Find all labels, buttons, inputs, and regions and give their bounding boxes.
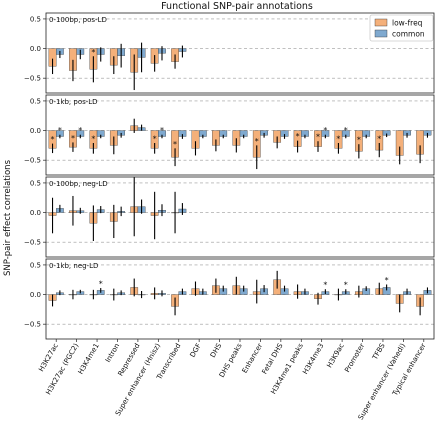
panel-2: ***** *** ** ***** *−0.50.00.5 0-1kb, pos-LD [24, 94, 435, 176]
y-tick-label: −0.5 [24, 239, 41, 247]
x-tick-label: H3K27ac [37, 342, 60, 373]
legend-swatch-low-freq [374, 18, 388, 27]
panels: *−0.50.00.5 0-100bp, pos-LD***** *** ** ****… [24, 12, 435, 340]
y-tick-label: 0.5 [30, 261, 41, 269]
x-tick-label: DHS [209, 342, 224, 360]
significance-star: * [255, 137, 259, 146]
y-tick-label: −0.5 [24, 157, 41, 165]
y-tick-label: 0.0 [30, 45, 41, 53]
panel-label: 0-1kb, pos-LD [49, 98, 98, 106]
x-tick-label: H3K9ac [325, 342, 345, 369]
x-tick-label: H3K4me3 [301, 342, 325, 376]
panel-1: * −0.5 0.0 0.5 0-100bp, pos-LD [24, 12, 435, 94]
significance-star: * [296, 132, 300, 141]
panel-frame [45, 258, 435, 340]
y-axis-label: SNP-pair effect correlations [3, 159, 13, 276]
chart-title: Functional SNP-pair annotations [161, 1, 313, 12]
panel-frame [45, 12, 435, 94]
y-tick-label: 0.0 [30, 127, 41, 135]
panel-label: 0-1kb, neg-LD [49, 262, 98, 270]
x-tick-label: DGF [189, 342, 203, 359]
legend-label-common: common [392, 30, 425, 39]
significance-star: * [78, 126, 82, 135]
legend: low-freq common [369, 14, 434, 42]
panel-frame [45, 176, 435, 258]
legend-swatch-common [374, 29, 388, 38]
significance-star: * [153, 135, 157, 144]
significance-star: * [323, 126, 327, 135]
significance-star: * [160, 126, 164, 135]
significance-star: * [173, 140, 177, 149]
significance-star: * [58, 126, 62, 135]
significance-star: * [344, 126, 348, 135]
legend-label-low-freq: low-freq [392, 19, 423, 28]
panel-4: * * * * −0.5 0.0 0.5 0-1kb, neg-LD [24, 258, 435, 340]
significance-star: * [377, 135, 381, 144]
panel-3: −0.5 0.0 0.5 0-100bp, neg-LD [24, 176, 435, 258]
significance-star: * [91, 135, 95, 144]
significance-star: * [91, 48, 95, 57]
significance-star: * [323, 281, 327, 290]
y-tick-label: 0.0 [30, 291, 41, 299]
panel-frame [45, 94, 435, 176]
y-tick-label: −0.5 [24, 75, 41, 83]
significance-star: * [344, 281, 348, 290]
y-tick-label: −0.5 [24, 321, 41, 329]
significance-star: * [357, 136, 361, 145]
significance-star: * [316, 133, 320, 142]
x-tick-label: TFBS [371, 342, 387, 362]
x-tick-label: H3K4me1 [77, 342, 101, 376]
significance-star: * [336, 135, 340, 144]
y-tick-label: 0.5 [30, 15, 41, 23]
significance-star: * [385, 276, 389, 285]
significance-star: * [71, 134, 75, 143]
y-tick-label: 0.5 [30, 179, 41, 187]
x-tick-label: Promoter [343, 342, 366, 374]
significance-star: * [51, 135, 55, 144]
panel-label: 0-100bp, pos-LD [49, 16, 107, 24]
x-tick-label: Intron [104, 342, 121, 364]
x-tick-label: Super enhancer (Hnisz) [114, 342, 162, 418]
panel-label: 0-100bp, neg-LD [49, 180, 108, 188]
y-tick-label: 0.5 [30, 97, 41, 105]
y-tick-label: 0.0 [30, 209, 41, 217]
significance-star: * [99, 280, 103, 289]
